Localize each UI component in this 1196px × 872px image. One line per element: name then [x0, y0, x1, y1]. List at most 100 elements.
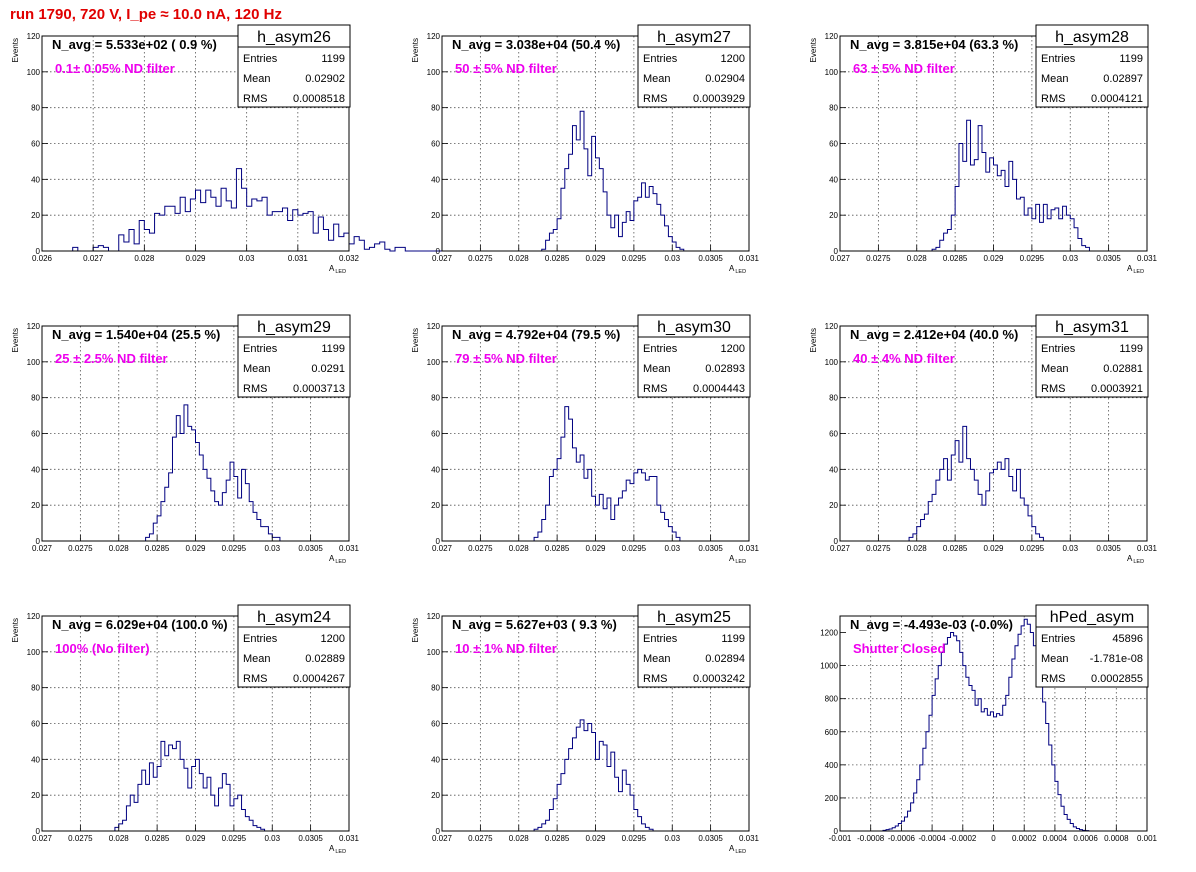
y-tick-label: 40 — [31, 755, 40, 764]
x-tick-label: 0.027 — [432, 254, 453, 263]
y-tick-label: 60 — [431, 140, 440, 149]
y-tick-label: 200 — [825, 794, 839, 803]
stats-box: h_asym26 Entries 1199 Mean 0.02902 RMS 0.00085… — [237, 24, 351, 108]
navg-label: N_avg = 5.627e+03 ( 9.3 %) — [452, 617, 617, 632]
y-tick-label: 60 — [31, 140, 40, 149]
y-tick-label: 60 — [31, 430, 40, 439]
stats-value: 45896 — [1112, 633, 1143, 645]
x-tick-label: 0.028 — [109, 834, 130, 843]
stats-value: 0.0003242 — [693, 673, 745, 685]
x-tick-label: 0.028 — [509, 544, 530, 553]
x-tick-label: 0.0275 — [68, 834, 93, 843]
stats-label: RMS — [1041, 383, 1065, 395]
y-tick-label: 40 — [431, 755, 440, 764]
histogram-line — [114, 740, 266, 831]
stats-value: 0.02881 — [1103, 363, 1143, 375]
stats-box-frame — [637, 314, 751, 398]
x-tick-label: 0.031 — [339, 544, 360, 553]
stats-label: RMS — [243, 93, 267, 105]
stats-value: -1.781e-08 — [1090, 653, 1143, 665]
x-tick-label: 0.028 — [109, 544, 130, 553]
x-tick-label: 0.027 — [83, 254, 104, 263]
stats-value: 0.02904 — [705, 73, 745, 85]
y-tick-label: 100 — [27, 648, 41, 657]
stats-label: RMS — [243, 673, 267, 685]
histogram-line — [67, 168, 457, 252]
stats-box-name: h_asym27 — [657, 29, 731, 46]
stats-box-name: h_asym24 — [257, 609, 331, 626]
stats-box-name: h_asym28 — [1055, 29, 1129, 46]
y-tick-label: 120 — [825, 322, 839, 331]
y-axis-title: Events — [11, 618, 20, 642]
x-axis-title-subscript: LED — [735, 559, 746, 565]
x-tick-label: 0.0275 — [468, 254, 493, 263]
x-tick-label: 0.028 — [907, 544, 928, 553]
x-tick-label: 0.031 — [339, 834, 360, 843]
panel-h_asym28: 0.027 0.0275 0.028 0.0285 0.029 0.0295 0.03 0.0… — [809, 24, 1158, 275]
x-tick-label: 0.031 — [739, 544, 760, 553]
y-tick-label: 120 — [27, 612, 41, 621]
panel-h_asym30: 0.027 0.0275 0.028 0.0285 0.029 0.0295 0.03 0.0… — [411, 314, 760, 565]
stats-value: 0.02902 — [305, 73, 345, 85]
stats-label: Mean — [643, 653, 671, 665]
stats-value: 0.0008518 — [293, 93, 345, 105]
stats-value: 0.0004443 — [693, 383, 745, 395]
y-tick-label: 100 — [427, 68, 441, 77]
y-tick-label: 20 — [31, 791, 40, 800]
x-tick-label: 0.0006 — [1073, 834, 1098, 843]
x-tick-label: 0.0295 — [622, 544, 647, 553]
x-axis-title: ALED — [1127, 264, 1144, 275]
y-tick-label: 1000 — [820, 662, 838, 671]
stats-value: 0.0003929 — [693, 93, 745, 105]
y-tick-label: 80 — [31, 104, 40, 113]
y-tick-label: 0 — [436, 247, 441, 256]
stats-box-frame — [237, 24, 351, 108]
stats-box-name: h_asym30 — [657, 319, 731, 336]
stats-value: 1200 — [321, 633, 345, 645]
stats-value: 1199 — [1119, 343, 1143, 355]
stats-value: 1200 — [721, 53, 745, 65]
x-tick-label: -0.0002 — [949, 834, 977, 843]
stats-label: Entries — [1041, 53, 1076, 65]
histogram-line — [882, 618, 1090, 832]
x-tick-label: 0.031 — [1137, 254, 1158, 263]
y-tick-label: 40 — [431, 175, 440, 184]
x-tick-label: 0.0295 — [622, 254, 647, 263]
stats-value: 1199 — [1119, 53, 1143, 65]
y-tick-label: 0 — [834, 537, 839, 546]
y-tick-label: 120 — [427, 612, 441, 621]
histogram-line — [145, 404, 281, 541]
panel-hPed_asym: -0.001 -0.0008 -0.0006 -0.0004 -0.0002 0 0.000… — [820, 604, 1158, 843]
x-tick-label: 0.0275 — [468, 834, 493, 843]
stats-label: Mean — [643, 73, 671, 85]
stats-label: Mean — [1041, 363, 1069, 375]
stats-label: Mean — [1041, 73, 1069, 85]
filter-label: Shutter Closed — [853, 641, 946, 656]
y-tick-label: 120 — [427, 32, 441, 41]
y-tick-label: 80 — [31, 684, 40, 693]
y-axis-title: Events — [411, 618, 420, 642]
x-tick-label: 0.031 — [739, 834, 760, 843]
y-axis-title: Events — [11, 328, 20, 352]
filter-label: 10 ± 1% ND filter — [455, 641, 557, 656]
stats-label: Entries — [1041, 343, 1076, 355]
panel-h_asym25: 0.027 0.0275 0.028 0.0285 0.029 0.0295 0.03 0.0… — [411, 604, 760, 855]
x-axis-title: ALED — [329, 554, 346, 565]
y-tick-label: 20 — [31, 501, 40, 510]
panel-h_asym29: 0.027 0.0275 0.028 0.0285 0.029 0.0295 0.03 0.0… — [11, 314, 360, 565]
stats-box-frame — [637, 24, 751, 108]
filter-label: 63 ± 5% ND filter — [853, 61, 955, 76]
y-tick-label: 40 — [31, 175, 40, 184]
stats-label: RMS — [643, 93, 667, 105]
y-tick-label: 40 — [431, 465, 440, 474]
y-tick-label: 600 — [825, 728, 839, 737]
histogram-line — [541, 110, 685, 251]
x-tick-label: 0.0285 — [545, 544, 570, 553]
x-tick-label: 0.03 — [664, 254, 680, 263]
y-tick-label: 100 — [427, 648, 441, 657]
navg-label: N_avg = 1.540e+04 (25.5 %) — [52, 327, 220, 342]
navg-label: N_avg = 5.533e+02 ( 0.9 %) — [52, 37, 217, 52]
stats-label: Entries — [643, 53, 678, 65]
histogram-line — [533, 719, 654, 831]
x-tick-label: 0.027 — [830, 544, 851, 553]
